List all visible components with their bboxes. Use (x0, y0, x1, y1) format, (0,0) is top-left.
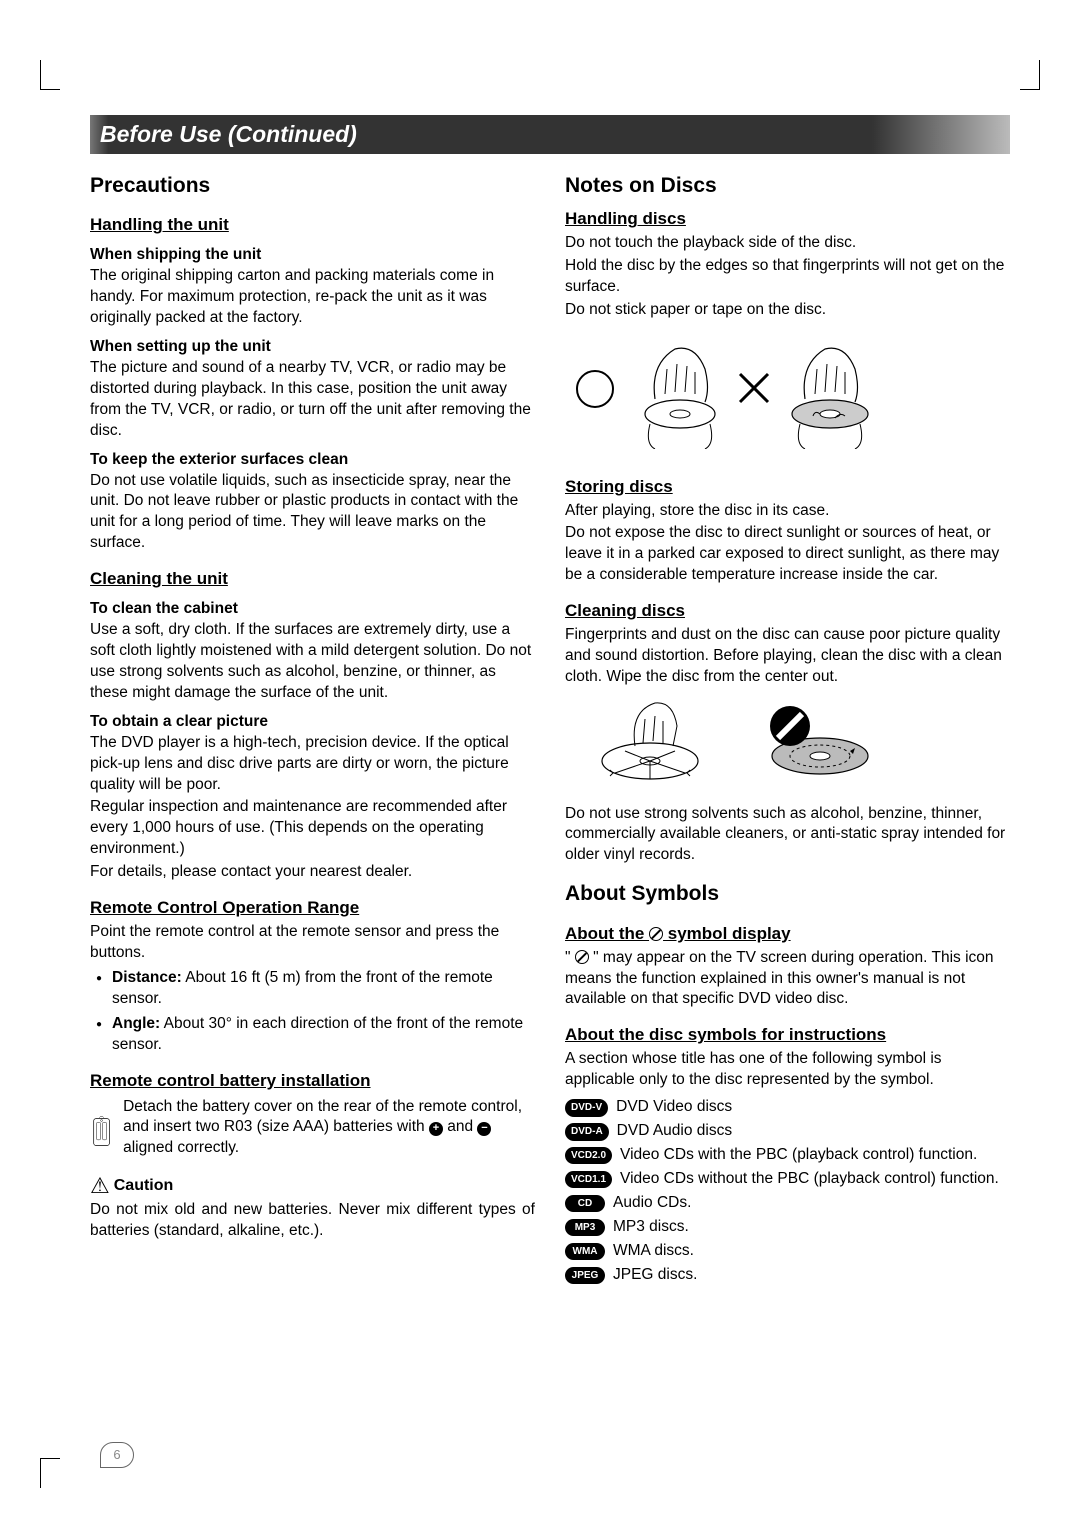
bullet-distance: Distance: About 16 ft (5 m) from the fro… (96, 968, 535, 1010)
notes-discs-title: Notes on Discs (565, 172, 1010, 200)
clearpic-p2: Regular inspection and maintenance are r… (90, 797, 535, 860)
handling-unit-h: Handling the unit (90, 214, 535, 237)
sym-row-dvda: DVD-ADVD Audio discs (565, 1121, 1010, 1142)
plus-icon: + (429, 1122, 443, 1136)
sym-row-wma: WMAWMA discs. (565, 1241, 1010, 1262)
handling-p1: Do not touch the playback side of the di… (565, 233, 1010, 254)
cleaning-p1: Fingerprints and dust on the disc can ca… (565, 625, 1010, 688)
cabinet-p: Use a soft, dry cloth. If the surfaces a… (90, 620, 535, 704)
setup-p: The picture and sound of a nearby TV, VC… (90, 358, 535, 442)
section-header: Before Use (Continued) (90, 115, 1010, 154)
remote-range-p: Point the remote control at the remote s… (90, 922, 535, 964)
clearpic-p1: The DVD player is a high-tech, precision… (90, 733, 535, 796)
remote-battery-icon (90, 1097, 113, 1167)
clearpic-h: To obtain a clear picture (90, 712, 535, 733)
storing-p1: After playing, store the disc in its cas… (565, 501, 1010, 522)
cleaning-unit-h: Cleaning the unit (90, 568, 535, 591)
sym-row-jpeg: JPEGJPEG discs. (565, 1265, 1010, 1286)
disc-symbols-p: A section whose title has one of the fol… (565, 1049, 1010, 1091)
battery-install-h: Remote control battery installation (90, 1070, 535, 1093)
right-column: Notes on Discs Handling discs Do not tou… (565, 166, 1010, 1288)
handling-p2: Hold the disc by the edges so that finge… (565, 256, 1010, 298)
symbol-display-h: About the symbol display (565, 923, 1010, 946)
cleaning-p2: Do not use strong solvents such as alcoh… (565, 804, 1010, 867)
caution-label: Caution (114, 1175, 174, 1197)
left-column: Precautions Handling the unit When shipp… (90, 166, 535, 1288)
cleaning-discs-h: Cleaning discs (565, 600, 1010, 623)
symbol-list: DVD-VDVD Video discs DVD-ADVD Audio disc… (565, 1097, 1010, 1285)
symbol-display-p: " " may appear on the TV screen during o… (565, 948, 1010, 1011)
about-symbols-title: About Symbols (565, 880, 1010, 908)
cabinet-h: To clean the cabinet (90, 599, 535, 620)
handling-discs-h: Handling discs (565, 208, 1010, 231)
sym-row-vcd20: VCD2.0Video CDs with the PBC (playback c… (565, 1145, 1010, 1166)
exterior-p: Do not use volatile liquids, such as ins… (90, 471, 535, 555)
storing-discs-h: Storing discs (565, 476, 1010, 499)
sym-row-vcd11: VCD1.1Video CDs without the PBC (playbac… (565, 1169, 1010, 1190)
prohibit-icon (649, 927, 663, 941)
content-columns: Precautions Handling the unit When shipp… (90, 166, 1010, 1288)
caution-p: Do not mix old and new batteries. Never … (90, 1200, 535, 1242)
battery-p: Detach the battery cover on the rear of … (123, 1097, 535, 1160)
sym-row-cd: CDAudio CDs. (565, 1193, 1010, 1214)
remote-range-h: Remote Control Operation Range (90, 897, 535, 920)
bullet-angle: Angle: About 30° in each direction of th… (96, 1014, 535, 1056)
shipping-p: The original shipping carton and packing… (90, 266, 535, 329)
page-number: 6 (100, 1442, 134, 1468)
remote-bullets: Distance: About 16 ft (5 m) from the fro… (90, 968, 535, 1056)
prohibit-icon-inline (575, 950, 589, 964)
clearpic-p3: For details, please contact your nearest… (90, 862, 535, 883)
disc-symbols-h: About the disc symbols for instructions (565, 1024, 1010, 1047)
warning-icon: ⚠ (90, 1171, 110, 1201)
setup-h: When setting up the unit (90, 337, 535, 358)
exterior-h: To keep the exterior surfaces clean (90, 450, 535, 471)
sym-row-mp3: MP3MP3 discs. (565, 1217, 1010, 1238)
shipping-h: When shipping the unit (90, 245, 535, 266)
disc-cleaning-illustration (565, 696, 885, 791)
handling-p3: Do not stick paper or tape on the disc. (565, 300, 1010, 321)
disc-handling-illustration (565, 329, 885, 449)
precautions-title: Precautions (90, 172, 535, 200)
sym-row-dvdv: DVD-VDVD Video discs (565, 1097, 1010, 1118)
minus-icon: − (477, 1122, 491, 1136)
storing-p2: Do not expose the disc to direct sunligh… (565, 523, 1010, 586)
